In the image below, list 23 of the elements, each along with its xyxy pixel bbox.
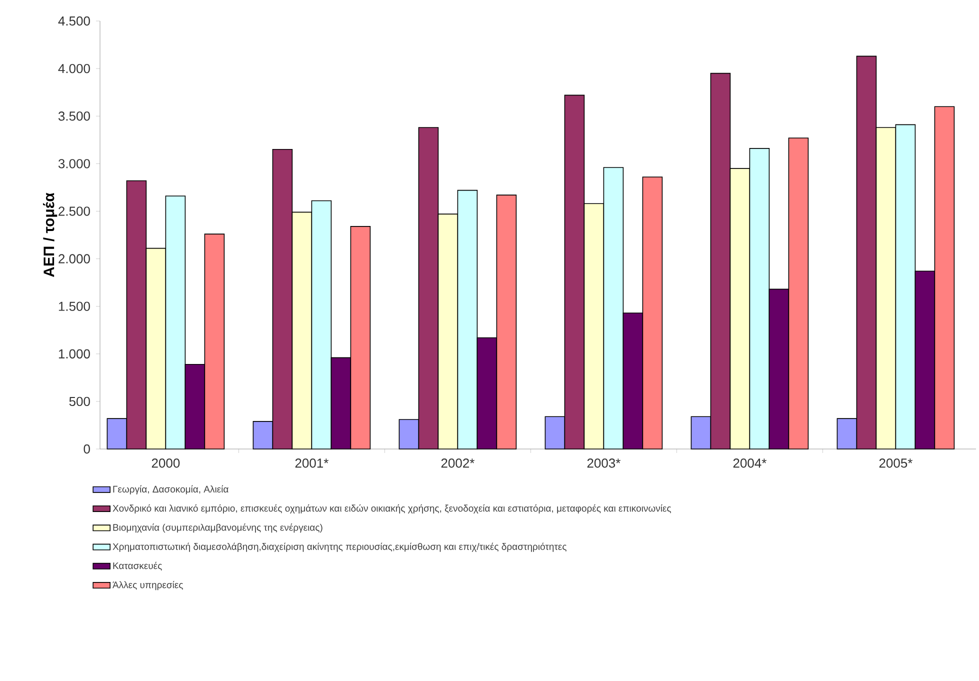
y-tick-label: 3.000: [58, 159, 90, 168]
x-tick-label: 2005*: [879, 458, 912, 468]
x-tick-label: 2003*: [587, 458, 620, 468]
x-tick-label: 2001*: [295, 458, 328, 468]
legend-label: Γεωργία, Δασοκομία, Αλιεία: [113, 485, 228, 494]
x-tick-label: 2002*: [441, 458, 474, 468]
x-tick-label: 2000: [152, 458, 180, 468]
legend-label: Κατασκευές: [113, 562, 162, 571]
y-tick-label: 1.000: [58, 349, 90, 358]
y-tick-label: 500: [69, 396, 90, 406]
x-tick-label: 2004*: [733, 458, 766, 468]
y-tick-label: 4.500: [58, 16, 90, 26]
legend-label: Χονδρικό και λιανικό εμπόριο, επισκευές οχημάτων και ειδών οικιακής χρήσης, ξενοδοχεία και εστιατόρια, μεταφορές και επικοινωνίες: [112, 504, 671, 514]
y-tick-label: 4.000: [58, 64, 90, 74]
legend-label: Βιομηχανία (συμπεριλαμβανομένης της ενέργειας): [113, 524, 322, 533]
y-tick-label: 2.500: [58, 206, 90, 216]
y-tick-label: 0: [84, 444, 90, 454]
legend-label: Χρηματοπιστωτική διαμεσολάβηση,διαχείριση ακίνητης περιουσίας,εκμίσθωση και επιχ/τικές δραστηριότητες: [112, 542, 566, 552]
y-tick-label: 1.500: [58, 302, 90, 311]
y-tick-label: 3.500: [58, 112, 90, 121]
y-tick-label: 2.000: [58, 254, 90, 264]
y-axis-title: ΑΕΠ / τομέα: [43, 192, 58, 278]
legend-label: Άλλες υπηρεσίες: [112, 580, 183, 590]
